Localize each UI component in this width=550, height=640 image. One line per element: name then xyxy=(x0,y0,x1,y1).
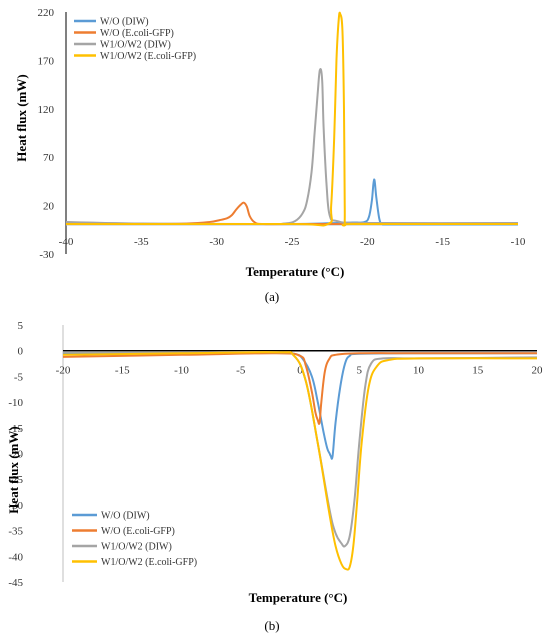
chart-a-x-tick-label: -25 xyxy=(285,236,300,248)
chart-b-series-group xyxy=(62,350,538,571)
chart-b-y-tick-label: -5 xyxy=(14,371,24,383)
chart-a-x-tick-label: -15 xyxy=(435,236,450,248)
chart-b-legend-label: W/O (DIW) xyxy=(101,511,150,522)
chart-a-y-tick-label: 170 xyxy=(38,55,55,67)
chart-b-x-tick-label: 20 xyxy=(532,365,544,377)
chart-b-y-tick-label: -10 xyxy=(8,397,23,409)
chart-b-x-tick-label: 5 xyxy=(357,365,363,377)
chart-b-y-tick-label: -25 xyxy=(8,474,23,486)
chart-b: 5 0 -5 -10 -15 -20 -25 -30 -35 -40 -45 -20 -15 -10 -5… xyxy=(6,320,543,633)
chart-a: 220 170 120 70 20 -30 -40 -35 -30 -25 -20 -15 -10 H… xyxy=(14,7,526,304)
chart-b-plot-area: 5 0 -5 -10 -15 -20 -25 -30 -35 -40 -45 -20 -15 -10 -5… xyxy=(8,320,543,589)
chart-a-y-ticks: 220 170 120 70 20 -30 xyxy=(38,7,55,261)
chart-b-x-ticks: -20 -15 -10 -5 0 5 10 15 20 xyxy=(56,365,543,377)
chart-b-x-tick-label: 15 xyxy=(472,365,484,377)
chart-a-x-tick-label: -40 xyxy=(59,236,74,248)
chart-b-x-tick-label: -10 xyxy=(174,365,189,377)
chart-b-y-tick-label: -30 xyxy=(8,500,23,512)
chart-a-legend-label: W1/O/W2 (E.coli-GFP) xyxy=(100,51,196,62)
chart-a-series-group xyxy=(65,11,519,227)
chart-a-legend-label: W1/O/W2 (DIW) xyxy=(100,40,171,51)
chart-a-y-tick-label: 20 xyxy=(43,201,55,213)
chart-b-panel-label: (b) xyxy=(264,618,279,633)
chart-b-y-axis-title: Heat flux (mW) xyxy=(6,426,21,513)
chart-a-x-tick-label: -20 xyxy=(360,236,375,248)
chart-a-x-tick-label: -35 xyxy=(134,236,149,248)
chart-a-x-tick-label: -10 xyxy=(511,236,526,248)
chart-a-legend-label: W/O (E.coli-GFP) xyxy=(100,28,174,39)
chart-a-y-tick-label: 220 xyxy=(38,7,55,19)
chart-b-x-tick-label: 0 xyxy=(297,365,303,377)
chart-a-series-line-3 xyxy=(65,68,519,225)
chart-a-y-axis-title: Heat flux (mW) xyxy=(14,74,29,161)
chart-b-x-tick-label: -15 xyxy=(115,365,130,377)
chart-b-x-axis-title: Temperature (°C) xyxy=(249,590,348,605)
chart-a-panel-label: (a) xyxy=(265,289,279,304)
chart-b-y-tick-label: 5 xyxy=(18,320,24,332)
chart-a-x-tick-label: -30 xyxy=(209,236,224,248)
chart-a-x-axis-title: Temperature (°C) xyxy=(246,264,345,279)
chart-a-plot-area: 220 170 120 70 20 -30 -40 -35 -30 -25 -20 -15 -10 xyxy=(38,7,526,261)
chart-a-x-ticks: -40 -35 -30 -25 -20 -15 -10 xyxy=(59,236,526,248)
chart-b-legend-label: W1/O/W2 (DIW) xyxy=(101,542,172,553)
chart-a-series-line-1 xyxy=(65,178,518,226)
chart-b-x-tick-label: 10 xyxy=(413,365,425,377)
chart-a-series-line-4 xyxy=(65,11,518,227)
chart-b-y-tick-label: -40 xyxy=(8,551,23,563)
chart-b-y-ticks: 5 0 -5 -10 -15 -20 -25 -30 -35 -40 -45 xyxy=(8,320,23,589)
chart-a-y-tick-label: 70 xyxy=(43,152,55,164)
chart-b-x-tick-label: -5 xyxy=(236,365,246,377)
chart-b-x-tick-label: -20 xyxy=(56,365,71,377)
chart-a-y-tick-label: -30 xyxy=(39,249,54,261)
chart-b-legend: W/O (DIW) W/O (E.coli-GFP) W1/O/W2 (DIW) W1… xyxy=(72,511,197,568)
chart-b-y-tick-label: -15 xyxy=(8,423,23,435)
chart-b-legend-label: W/O (E.coli-GFP) xyxy=(101,526,175,537)
chart-b-y-tick-label: -35 xyxy=(8,526,23,538)
chart-a-legend: W/O (DIW)W/O (E.coli-GFP)W1/O/W2 (DIW)W1… xyxy=(74,17,196,62)
chart-a-legend-label: W/O (DIW) xyxy=(100,17,149,28)
chart-b-legend-label: W1/O/W2 (E.coli-GFP) xyxy=(101,557,197,568)
chart-b-series-line-4 xyxy=(62,351,538,571)
chart-a-y-tick-label: 120 xyxy=(38,104,55,116)
chart-a-series-line-2 xyxy=(65,201,518,226)
chart-b-y-tick-label: -45 xyxy=(8,577,23,589)
chart-b-y-tick-label: 0 xyxy=(18,346,24,358)
chart-b-y-tick-label: -20 xyxy=(8,449,23,461)
